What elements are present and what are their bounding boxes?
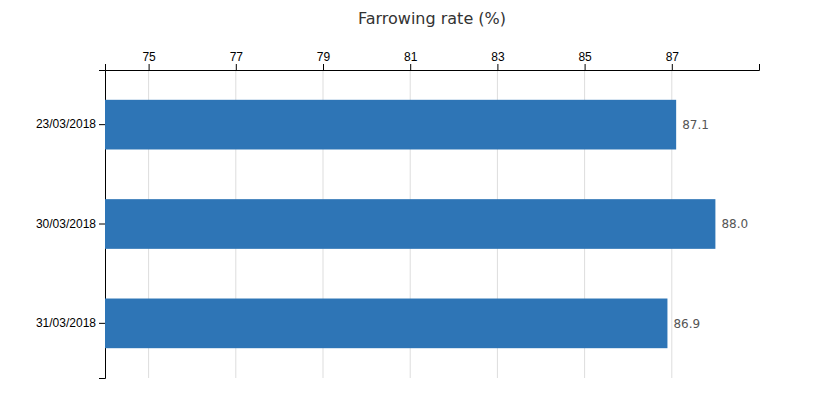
x-axis: 75 77 79 81 83 85 87 bbox=[106, 50, 760, 71]
tick-mark bbox=[585, 64, 586, 70]
tick: 31/03/2018 bbox=[36, 316, 105, 330]
tick-label: 77 bbox=[230, 50, 244, 64]
tick: 83 bbox=[491, 50, 505, 70]
tick: 79 bbox=[317, 50, 331, 70]
tick: 81 bbox=[404, 50, 418, 70]
bar bbox=[105, 199, 715, 249]
bar bbox=[105, 100, 676, 150]
title: Farrowing rate (%) bbox=[358, 9, 506, 28]
tick-mark bbox=[323, 64, 324, 70]
tick-label: 75 bbox=[142, 50, 156, 64]
tick-label: 79 bbox=[317, 50, 331, 64]
y-axis: 23/03/2018 30/03/2018 31/03/2018 bbox=[36, 71, 106, 379]
tick: 23/03/2018 bbox=[36, 117, 105, 131]
tick-mark bbox=[149, 64, 150, 70]
plot: 75 77 79 81 83 85 87 23/03/2018 30/03/2018 31/03/… bbox=[36, 50, 760, 379]
tick-label: 81 bbox=[404, 50, 418, 64]
tick-label: 31/03/2018 bbox=[36, 316, 96, 330]
bar bbox=[105, 299, 667, 349]
chart: 75 77 79 81 83 85 87 23/03/2018 30/03/2018 31/03/… bbox=[0, 0, 819, 398]
tick: 75 bbox=[142, 50, 156, 70]
tick-label: 23/03/2018 bbox=[36, 117, 96, 131]
tick-mark bbox=[99, 124, 105, 125]
tick: 30/03/2018 bbox=[36, 217, 105, 231]
tick-mark bbox=[99, 323, 105, 324]
tick-mark bbox=[99, 224, 105, 225]
data-label: 88.0 bbox=[721, 217, 748, 231]
bars bbox=[105, 100, 715, 348]
tick-label: 87 bbox=[666, 50, 680, 64]
tick-mark bbox=[672, 64, 673, 70]
tick-mark bbox=[497, 64, 498, 70]
tick: 77 bbox=[230, 50, 244, 70]
tick: 87 bbox=[666, 50, 680, 70]
data-label: 87.1 bbox=[682, 118, 709, 132]
tick: 85 bbox=[578, 50, 592, 70]
tick-label: 83 bbox=[491, 50, 505, 64]
axis-line bbox=[99, 71, 106, 379]
tick-label: 85 bbox=[578, 50, 592, 64]
tick-mark bbox=[410, 64, 411, 70]
data-labels: 87.1 88.0 86.9 bbox=[673, 118, 748, 331]
tick-mark bbox=[236, 64, 237, 70]
data-label: 86.9 bbox=[673, 317, 700, 331]
tick-label: 30/03/2018 bbox=[36, 217, 96, 231]
axis-line bbox=[106, 64, 760, 71]
